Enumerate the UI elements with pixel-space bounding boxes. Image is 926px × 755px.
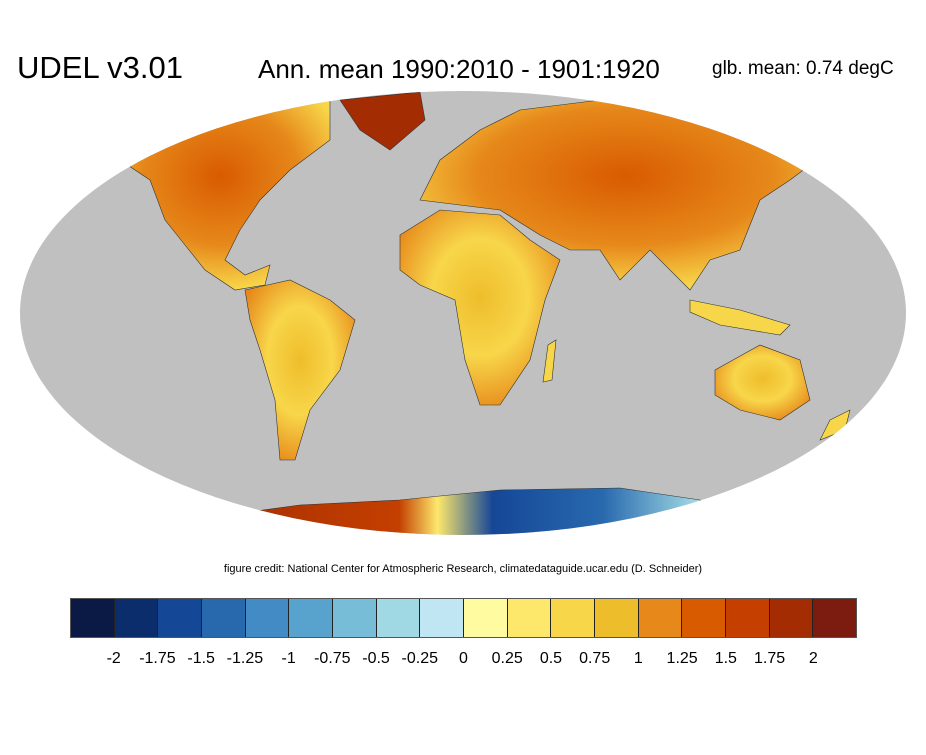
colorbar-bin — [813, 599, 857, 637]
colorbar-tick-label: 0.5 — [539, 650, 563, 667]
colorbar-tick-label: 1.25 — [666, 650, 698, 667]
colorbar-tick-label: -2 — [106, 650, 121, 667]
south-america — [244, 279, 356, 461]
africa — [399, 209, 561, 406]
colorbar-tick-label: -0.25 — [401, 650, 438, 667]
colorbar-bin — [202, 599, 246, 637]
colorbar-bin — [420, 599, 465, 637]
greenland — [339, 91, 426, 151]
indonesia — [689, 299, 791, 336]
colorbar-tick-label: -1 — [281, 650, 296, 667]
period-title: Ann. mean 1990:2010 - 1901:1920 — [258, 54, 660, 84]
global-mean-label: glb. mean: 0.74 degC — [712, 58, 894, 79]
colorbar-bin — [245, 599, 290, 637]
colorbar — [70, 598, 857, 638]
colorbar-bin — [114, 599, 159, 637]
colorbar-tick-label: 0.75 — [579, 650, 611, 667]
colorbar-bin — [289, 599, 334, 637]
colorbar-bin — [333, 599, 377, 637]
colorbar-bin — [376, 599, 421, 637]
eurasia — [419, 99, 831, 291]
colorbar-bin — [551, 599, 596, 637]
colorbar-bin — [726, 599, 770, 637]
colorbar-bin — [638, 599, 683, 637]
colorbar-tick-label: -1.25 — [226, 650, 264, 667]
world-map — [20, 91, 906, 535]
colorbar-tick-label: 1.75 — [753, 650, 786, 667]
colorbar-bin — [769, 599, 814, 637]
colorbar-tick-label: -1.5 — [187, 650, 215, 667]
madagascar — [542, 339, 557, 383]
colorbar-tick-label: -0.75 — [314, 650, 351, 667]
colorbar-tick-label: -0.5 — [362, 650, 390, 667]
colorbar-tick-label: 1 — [633, 650, 643, 667]
colorbar-bin — [595, 599, 639, 637]
australia — [714, 344, 811, 421]
colorbar-bin — [464, 599, 508, 637]
colorbar-tick-label: 1.5 — [714, 650, 737, 667]
colorbar-bin — [507, 599, 552, 637]
colorbar-tick-label: -1.75 — [139, 650, 176, 667]
colorbar-bin — [682, 599, 727, 637]
colorbar-tick-label: 0.25 — [491, 650, 523, 667]
dataset-title: UDEL v3.01 — [17, 50, 183, 85]
figure-credit: figure credit: National Center for Atmos… — [223, 563, 703, 575]
colorbar-tick-label: 0 — [459, 650, 468, 667]
colorbar-bin — [158, 599, 203, 637]
colorbar-bin — [71, 599, 115, 637]
colorbar-tick-label: 2 — [808, 650, 818, 667]
